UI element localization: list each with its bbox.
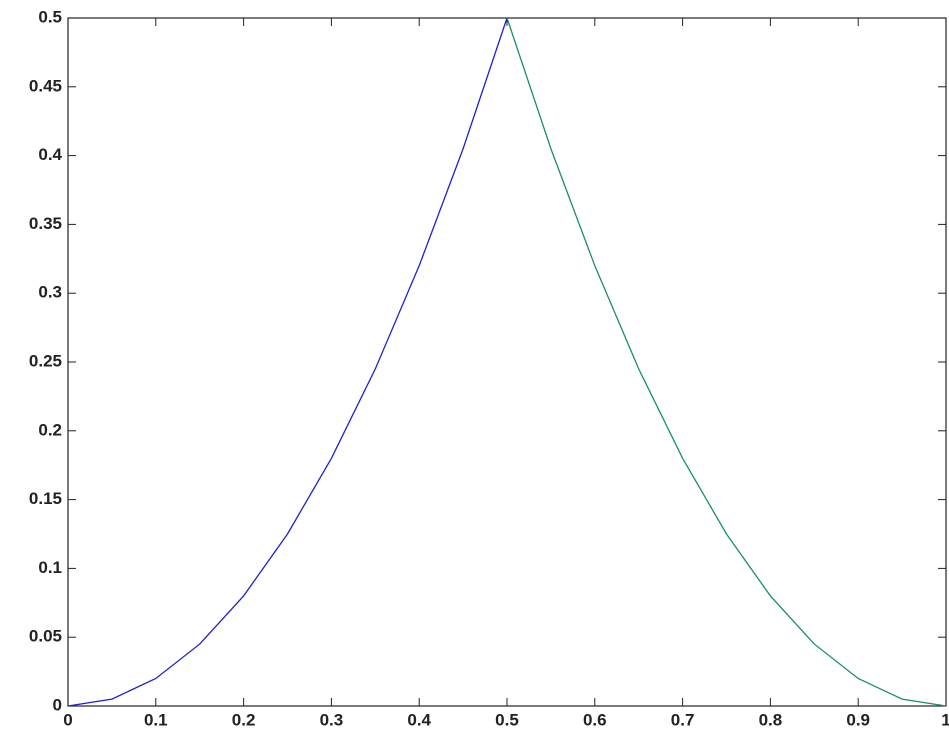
y-tick-label: 0.3 xyxy=(38,283,62,302)
x-tick-label: 0.5 xyxy=(495,710,519,729)
y-tick-label: 0.5 xyxy=(38,7,62,26)
x-tick-label: 0.7 xyxy=(671,710,695,729)
y-tick-label: 0.4 xyxy=(38,145,62,164)
x-tick-label: 1 xyxy=(941,710,949,729)
x-tick-label: 0.6 xyxy=(583,710,607,729)
y-tick-label: 0 xyxy=(53,695,62,714)
x-tick-label: 0.3 xyxy=(320,710,344,729)
x-tick-label: 0.9 xyxy=(846,710,870,729)
y-tick-label: 0.45 xyxy=(29,76,62,95)
line-series xyxy=(67,17,508,707)
y-tick-label: 0.35 xyxy=(29,214,62,233)
x-tick-label: 0 xyxy=(63,710,72,729)
x-tick-label: 0.1 xyxy=(144,710,168,729)
y-tick-label: 0.1 xyxy=(38,558,62,577)
x-tick-label: 0.4 xyxy=(407,710,431,729)
y-tick-label: 0.05 xyxy=(29,627,62,646)
y-tick-label: 0.15 xyxy=(29,489,62,508)
x-tick-label: 0.8 xyxy=(759,710,783,729)
y-tick-label: 0.25 xyxy=(29,351,62,370)
line-series xyxy=(506,17,947,707)
plot-frame xyxy=(67,17,947,707)
x-tick-label: 0.2 xyxy=(232,710,256,729)
y-tick-label: 0.2 xyxy=(38,420,62,439)
